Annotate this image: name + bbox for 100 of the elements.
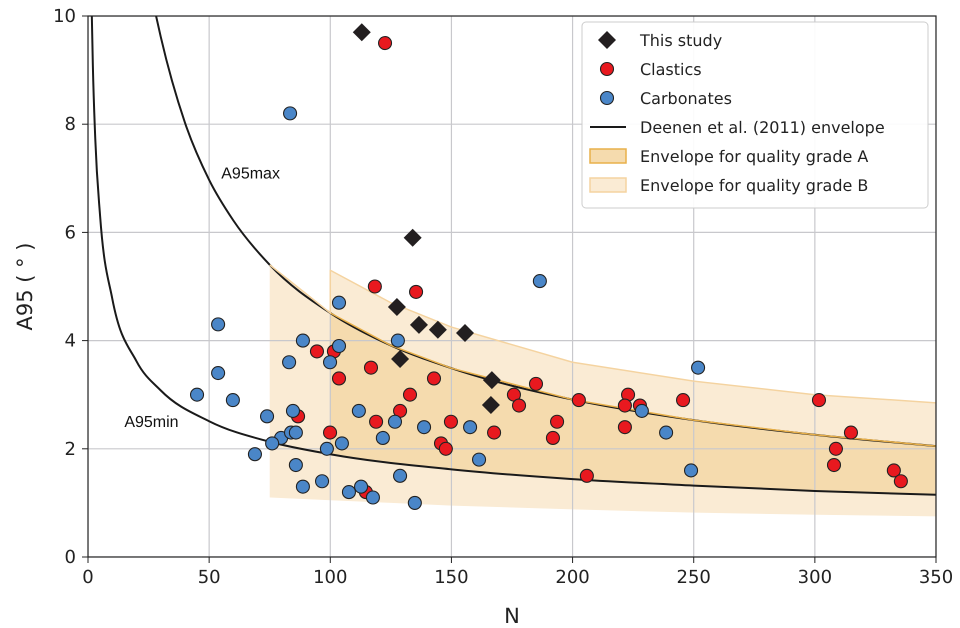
point [320, 442, 334, 456]
point [844, 426, 858, 440]
y-tick-label: 6 [64, 222, 76, 244]
point [426, 371, 442, 386]
point [310, 344, 324, 358]
point [248, 447, 262, 462]
annotation: A95min [124, 414, 179, 432]
point [487, 426, 502, 440]
point [283, 106, 298, 120]
point [506, 388, 521, 402]
y-tick-label: 2 [64, 438, 76, 460]
point [659, 426, 674, 440]
point [528, 376, 544, 391]
legend-label: This study [639, 31, 722, 50]
point [438, 442, 453, 456]
annotation: A95max [221, 165, 280, 182]
legend-label: Envelope for quality grade B [640, 176, 868, 195]
point [352, 404, 366, 418]
point [444, 414, 458, 429]
point [409, 284, 424, 299]
point [393, 468, 408, 483]
x-tick-label: 200 [555, 567, 590, 588]
point [463, 420, 478, 434]
point [618, 398, 632, 413]
point [332, 371, 346, 386]
point [376, 430, 390, 446]
point [286, 404, 300, 418]
x-tick-label: 250 [676, 567, 711, 588]
point [322, 426, 338, 440]
point [334, 436, 349, 450]
point [211, 366, 226, 380]
y-tick-label: 4 [64, 330, 76, 352]
point [352, 23, 371, 42]
y-tick-label: 0 [64, 547, 76, 568]
point [550, 414, 564, 429]
point [676, 393, 690, 408]
point [282, 355, 296, 370]
point [618, 420, 632, 434]
point [332, 338, 346, 354]
y-axis-title: A95 ( ° ) [13, 242, 37, 330]
point [190, 388, 204, 402]
point [354, 480, 368, 494]
x-tick-label: 0 [82, 567, 94, 588]
point [812, 393, 826, 408]
x-tick-label: 100 [313, 567, 348, 588]
point [296, 334, 310, 348]
point [621, 388, 636, 402]
point [634, 404, 649, 418]
point [428, 320, 447, 339]
point [260, 409, 274, 424]
point [894, 474, 908, 488]
x-tick-label: 300 [798, 567, 832, 588]
point [691, 360, 706, 375]
point [482, 371, 501, 390]
point [482, 396, 500, 414]
point [402, 388, 418, 402]
point [378, 36, 392, 50]
point [288, 458, 303, 472]
point [580, 468, 594, 483]
point [456, 324, 474, 342]
point [315, 474, 330, 488]
point [408, 496, 422, 510]
point [322, 355, 338, 370]
point [404, 228, 422, 247]
point [472, 452, 486, 467]
point [546, 430, 560, 446]
point [366, 490, 380, 505]
point [390, 334, 405, 348]
x-axis-title: N [504, 604, 520, 628]
y-tick-label: 10 [53, 6, 76, 27]
point [332, 296, 346, 310]
point [572, 393, 586, 408]
point [828, 442, 843, 456]
legend-label: Clastics [640, 60, 702, 79]
point [826, 458, 842, 472]
legend-label: Envelope for quality grade A [640, 147, 868, 166]
x-tick-label: 150 [434, 567, 469, 588]
point [512, 398, 526, 413]
point [393, 404, 408, 418]
point [388, 298, 406, 316]
legend-label: Carbonates [640, 89, 732, 108]
point [296, 480, 310, 494]
point [369, 414, 384, 429]
x-tick-label: 50 [198, 567, 221, 588]
point [265, 436, 280, 450]
point [226, 393, 240, 408]
point [417, 420, 432, 434]
point [684, 463, 698, 478]
point [388, 414, 402, 429]
legend-label: Deenen et al. (2011) envelope [640, 118, 885, 137]
point [364, 360, 378, 375]
y-tick-label: 8 [64, 114, 76, 136]
line-series [330, 312, 936, 447]
point [410, 316, 428, 334]
point [288, 426, 303, 440]
point [886, 463, 901, 478]
point [211, 317, 226, 332]
point [342, 485, 356, 500]
point [368, 279, 382, 294]
point [391, 350, 410, 368]
